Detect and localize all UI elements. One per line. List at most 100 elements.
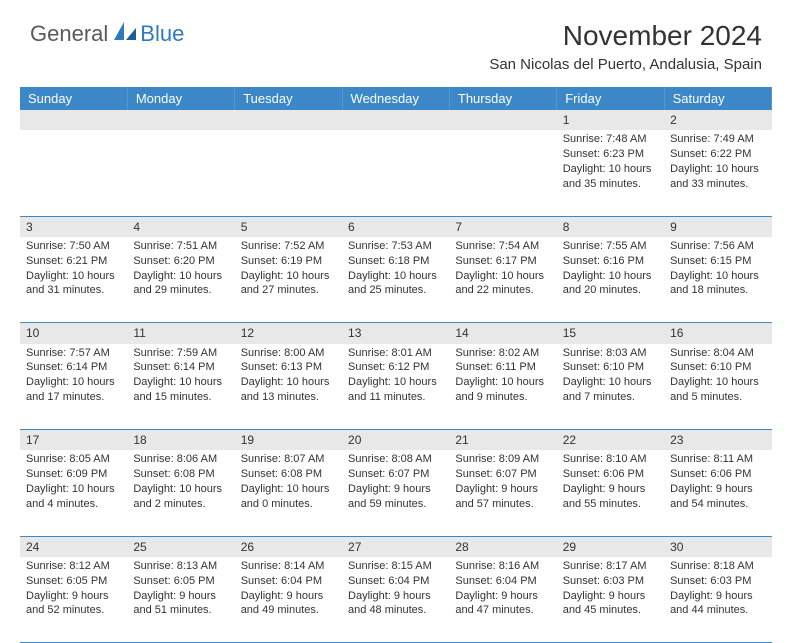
sunrise-line: Sunrise: 8:09 AM (455, 452, 550, 467)
day-number-cell: 5 (235, 216, 342, 237)
sunset-line: Sunset: 6:16 PM (563, 254, 658, 269)
logo-text-general: General (30, 21, 108, 47)
day-cell: Sunrise: 7:57 AMSunset: 6:14 PMDaylight:… (20, 344, 127, 430)
sunrise-line: Sunrise: 7:49 AM (670, 132, 765, 147)
day-cell: Sunrise: 7:49 AMSunset: 6:22 PMDaylight:… (664, 130, 771, 216)
weekday-header: Sunday (20, 87, 127, 110)
day-number-cell: 19 (235, 430, 342, 451)
daylight-line: Daylight: 9 hours and 54 minutes. (670, 482, 765, 512)
day-number-cell (235, 110, 342, 130)
day-cell-content: Sunrise: 8:08 AMSunset: 6:07 PMDaylight:… (342, 450, 449, 515)
day-number-row: 10111213141516 (20, 323, 772, 344)
daylight-line: Daylight: 10 hours and 18 minutes. (670, 269, 765, 299)
daylight-line: Daylight: 10 hours and 13 minutes. (241, 375, 336, 405)
sunset-line: Sunset: 6:06 PM (563, 467, 658, 482)
daylight-line: Daylight: 10 hours and 20 minutes. (563, 269, 658, 299)
day-content-row: Sunrise: 7:50 AMSunset: 6:21 PMDaylight:… (20, 237, 772, 323)
sunset-line: Sunset: 6:19 PM (241, 254, 336, 269)
day-content-row: Sunrise: 7:48 AMSunset: 6:23 PMDaylight:… (20, 130, 772, 216)
day-number-cell: 11 (127, 323, 234, 344)
day-cell (20, 130, 127, 216)
day-cell-content: Sunrise: 8:03 AMSunset: 6:10 PMDaylight:… (557, 344, 664, 409)
weekday-header: Wednesday (342, 87, 449, 110)
daylight-line: Daylight: 10 hours and 31 minutes. (26, 269, 121, 299)
day-number-cell: 28 (449, 536, 556, 557)
day-content-row: Sunrise: 8:05 AMSunset: 6:09 PMDaylight:… (20, 450, 772, 536)
logo: General Blue (30, 20, 184, 47)
weekday-header: Thursday (449, 87, 556, 110)
sunrise-line: Sunrise: 8:18 AM (670, 559, 765, 574)
day-cell (127, 130, 234, 216)
day-number-cell: 25 (127, 536, 234, 557)
day-cell: Sunrise: 8:01 AMSunset: 6:12 PMDaylight:… (342, 344, 449, 430)
day-cell-content: Sunrise: 8:17 AMSunset: 6:03 PMDaylight:… (557, 557, 664, 622)
daylight-line: Daylight: 9 hours and 44 minutes. (670, 589, 765, 619)
sunset-line: Sunset: 6:08 PM (241, 467, 336, 482)
sunset-line: Sunset: 6:18 PM (348, 254, 443, 269)
title-block: November 2024 San Nicolas del Puerto, An… (489, 20, 762, 73)
sunrise-line: Sunrise: 8:04 AM (670, 346, 765, 361)
weekday-header: Monday (127, 87, 234, 110)
sunrise-line: Sunrise: 7:55 AM (563, 239, 658, 254)
day-number-cell: 23 (664, 430, 771, 451)
sunset-line: Sunset: 6:14 PM (133, 360, 228, 375)
day-cell-content: Sunrise: 7:54 AMSunset: 6:17 PMDaylight:… (449, 237, 556, 302)
sunset-line: Sunset: 6:22 PM (670, 147, 765, 162)
daylight-line: Daylight: 9 hours and 59 minutes. (348, 482, 443, 512)
daylight-line: Daylight: 10 hours and 22 minutes. (455, 269, 550, 299)
sunrise-line: Sunrise: 8:16 AM (455, 559, 550, 574)
daylight-line: Daylight: 9 hours and 51 minutes. (133, 589, 228, 619)
daylight-line: Daylight: 10 hours and 0 minutes. (241, 482, 336, 512)
sunrise-line: Sunrise: 8:12 AM (26, 559, 121, 574)
day-cell (342, 130, 449, 216)
sunrise-line: Sunrise: 7:54 AM (455, 239, 550, 254)
day-cell-content: Sunrise: 8:09 AMSunset: 6:07 PMDaylight:… (449, 450, 556, 515)
daylight-line: Daylight: 9 hours and 48 minutes. (348, 589, 443, 619)
daylight-line: Daylight: 9 hours and 57 minutes. (455, 482, 550, 512)
day-number-cell (20, 110, 127, 130)
day-cell: Sunrise: 8:13 AMSunset: 6:05 PMDaylight:… (127, 557, 234, 643)
day-cell-content: Sunrise: 8:04 AMSunset: 6:10 PMDaylight:… (664, 344, 771, 409)
day-cell-content: Sunrise: 7:57 AMSunset: 6:14 PMDaylight:… (20, 344, 127, 409)
sunset-line: Sunset: 6:10 PM (563, 360, 658, 375)
sunset-line: Sunset: 6:09 PM (26, 467, 121, 482)
day-cell: Sunrise: 8:16 AMSunset: 6:04 PMDaylight:… (449, 557, 556, 643)
day-number-cell: 22 (557, 430, 664, 451)
day-cell: Sunrise: 7:51 AMSunset: 6:20 PMDaylight:… (127, 237, 234, 323)
day-cell-content: Sunrise: 7:51 AMSunset: 6:20 PMDaylight:… (127, 237, 234, 302)
day-number-cell: 26 (235, 536, 342, 557)
sunrise-line: Sunrise: 8:11 AM (670, 452, 765, 467)
day-number-row: 24252627282930 (20, 536, 772, 557)
calendar-header-row: SundayMondayTuesdayWednesdayThursdayFrid… (20, 87, 772, 110)
sunset-line: Sunset: 6:04 PM (455, 574, 550, 589)
daylight-line: Daylight: 10 hours and 9 minutes. (455, 375, 550, 405)
day-cell: Sunrise: 7:56 AMSunset: 6:15 PMDaylight:… (664, 237, 771, 323)
day-number-row: 17181920212223 (20, 430, 772, 451)
sunset-line: Sunset: 6:23 PM (563, 147, 658, 162)
day-cell-content: Sunrise: 8:13 AMSunset: 6:05 PMDaylight:… (127, 557, 234, 622)
calendar-table: SundayMondayTuesdayWednesdayThursdayFrid… (20, 87, 772, 643)
day-number-cell: 4 (127, 216, 234, 237)
sunset-line: Sunset: 6:06 PM (670, 467, 765, 482)
day-number-cell: 13 (342, 323, 449, 344)
daylight-line: Daylight: 10 hours and 35 minutes. (563, 162, 658, 192)
day-cell-content: Sunrise: 7:50 AMSunset: 6:21 PMDaylight:… (20, 237, 127, 302)
day-cell: Sunrise: 8:11 AMSunset: 6:06 PMDaylight:… (664, 450, 771, 536)
daylight-line: Daylight: 10 hours and 17 minutes. (26, 375, 121, 405)
day-cell-content: Sunrise: 8:11 AMSunset: 6:06 PMDaylight:… (664, 450, 771, 515)
sunset-line: Sunset: 6:07 PM (348, 467, 443, 482)
day-number-cell: 7 (449, 216, 556, 237)
sunrise-line: Sunrise: 8:08 AM (348, 452, 443, 467)
sunset-line: Sunset: 6:08 PM (133, 467, 228, 482)
day-number-cell: 29 (557, 536, 664, 557)
sunrise-line: Sunrise: 7:48 AM (563, 132, 658, 147)
day-cell: Sunrise: 8:14 AMSunset: 6:04 PMDaylight:… (235, 557, 342, 643)
day-cell: Sunrise: 7:55 AMSunset: 6:16 PMDaylight:… (557, 237, 664, 323)
sunrise-line: Sunrise: 8:10 AM (563, 452, 658, 467)
day-cell-content: Sunrise: 7:49 AMSunset: 6:22 PMDaylight:… (664, 130, 771, 195)
day-cell (449, 130, 556, 216)
logo-sail-icon (112, 20, 138, 47)
day-cell: Sunrise: 8:18 AMSunset: 6:03 PMDaylight:… (664, 557, 771, 643)
sunset-line: Sunset: 6:15 PM (670, 254, 765, 269)
day-cell: Sunrise: 8:05 AMSunset: 6:09 PMDaylight:… (20, 450, 127, 536)
